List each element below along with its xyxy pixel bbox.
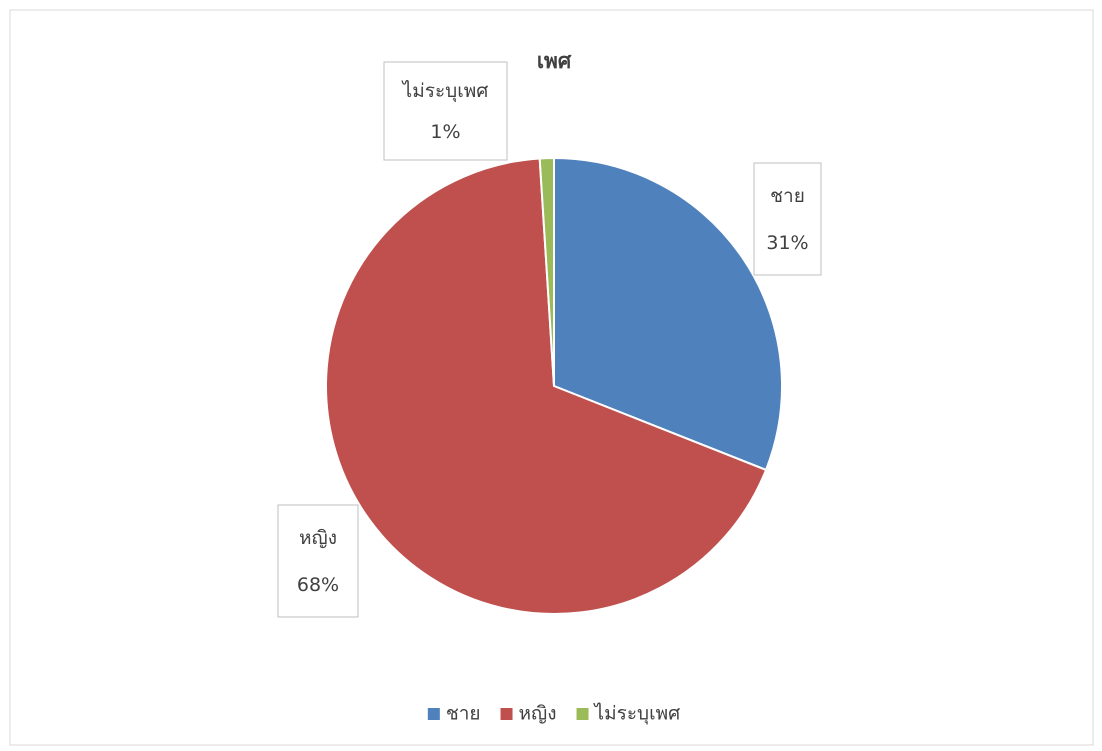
data-label-value: 31% [766, 232, 808, 254]
data-label-box [383, 61, 508, 161]
chart-title: เพศ [537, 49, 572, 73]
legend-swatch [576, 708, 589, 720]
legend-label: หญิง [519, 703, 557, 725]
data-label-category: หญิง [299, 527, 337, 549]
legend-swatch [500, 708, 513, 720]
data-label-value: 68% [297, 574, 339, 596]
pie-slice [325, 157, 768, 615]
data-label-category: ไม่ระบุเพศ [401, 80, 489, 103]
pie-slice [553, 156, 783, 472]
pie-slice [538, 156, 555, 387]
data-label-box [753, 162, 822, 276]
data-label-value: 1% [430, 121, 460, 143]
legend-swatch [427, 708, 440, 720]
data-label-category: ชาย [770, 185, 805, 207]
data-label-box [277, 504, 359, 618]
legend-label: ชาย [446, 703, 481, 725]
legend-label: ไม่ระบุเพศ [593, 703, 681, 726]
